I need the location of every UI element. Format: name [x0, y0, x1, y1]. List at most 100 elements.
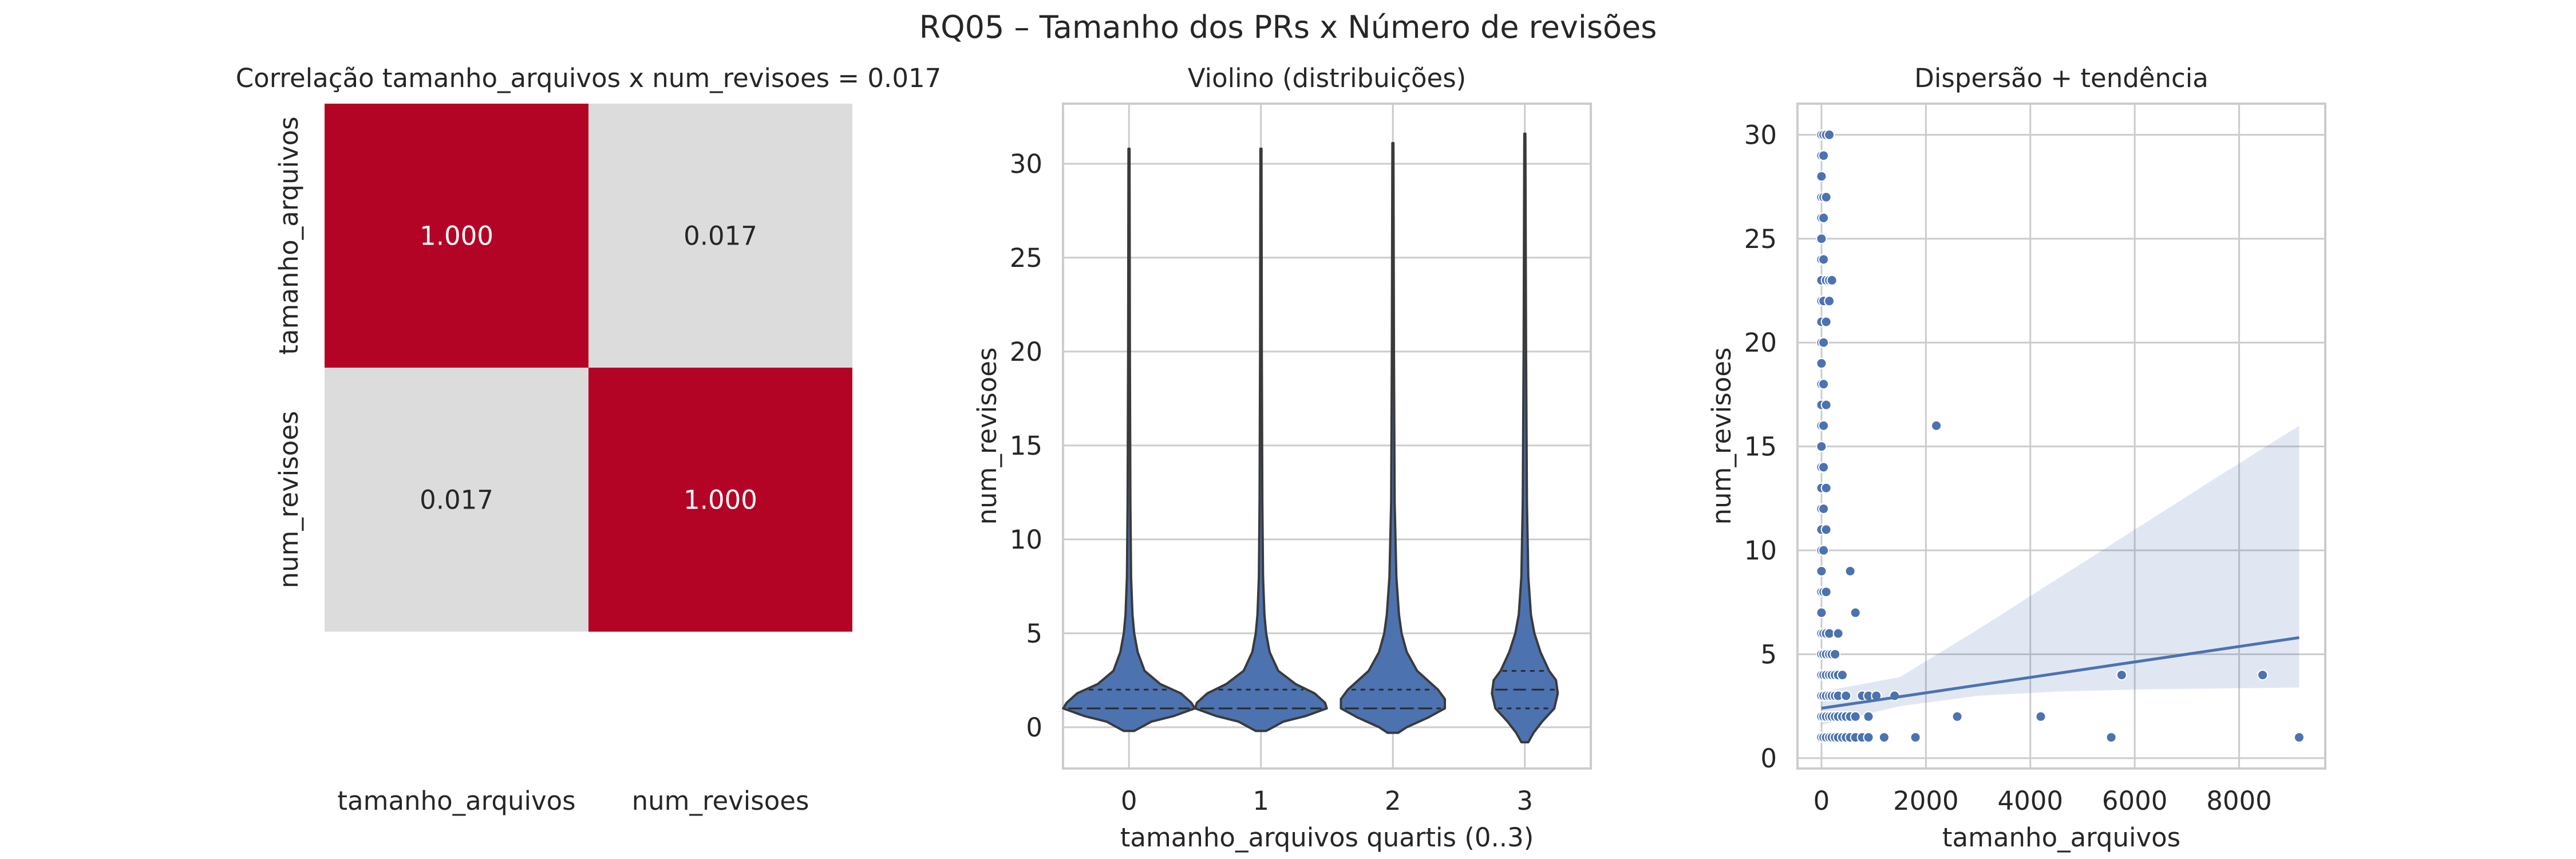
violin-y-tick-label: 20: [1010, 337, 1042, 367]
scatter-point: [2035, 711, 2046, 722]
scatter-point: [1818, 462, 1830, 473]
scatter-point: [1863, 732, 1874, 743]
scatter-point: [2257, 669, 2269, 681]
violin-y-axis-label: num_revisoes: [972, 348, 1002, 525]
scatter-x-tick-label: 0: [1814, 786, 1830, 816]
scatter-point: [1820, 482, 1832, 494]
scatter-y-tick-label: 30: [1744, 120, 1777, 150]
scatter-point: [1824, 295, 1835, 307]
scatter-point: [1816, 233, 1827, 245]
scatter-point: [2116, 669, 2127, 681]
heatmap-cell-label: 0.017: [683, 221, 757, 251]
scatter-point: [1816, 565, 1827, 577]
violin-y-tick-label: 25: [1010, 243, 1042, 273]
scatter-point: [1816, 441, 1827, 452]
heatmap-title: Correlação tamanho_arquivos x num_reviso…: [236, 63, 941, 93]
violin-y-tick-label: 30: [1010, 149, 1042, 179]
violin-x-tick-label: 3: [1516, 786, 1533, 816]
heatmap-cell: [325, 104, 588, 368]
scatter-point: [1818, 337, 1830, 348]
scatter-frame: [1796, 103, 2326, 770]
heatmap-y-tick-label: num_revisoes: [274, 411, 304, 589]
violin-y-tick-label: 15: [1010, 431, 1042, 461]
violin-x-axis-label: tamanho_arquivos quartis (0..3): [1120, 822, 1534, 853]
heatmap-panel: Correlação tamanho_arquivos x num_reviso…: [236, 63, 941, 816]
scatter-point: [2105, 732, 2117, 743]
violin-body: [1491, 132, 1559, 744]
scatter-y-tick-label: 10: [1744, 535, 1777, 566]
violin-body: [1194, 147, 1328, 732]
scatter-point: [1818, 150, 1830, 161]
scatter-point: [1818, 503, 1830, 514]
scatter-point: [1818, 420, 1830, 431]
scatter-point: [1820, 316, 1832, 328]
violin-plot-area: [1063, 104, 1591, 769]
heatmap-x-tick-label: tamanho_arquivos: [337, 786, 575, 816]
scatter-point: [1816, 358, 1827, 369]
scatter-point: [1826, 274, 1838, 286]
heatmap-cell-label: 0.017: [420, 485, 493, 515]
scatter-point: [1820, 191, 1832, 203]
scatter-point: [1818, 212, 1830, 224]
scatter-title: Dispersão + tendência: [1914, 63, 2208, 93]
scatter-point: [1816, 607, 1827, 618]
scatter-point: [1816, 171, 1827, 182]
heatmap-y-tick-label: tamanho_arquivos: [274, 116, 304, 354]
scatter-point: [1863, 711, 1874, 722]
scatter-point: [1820, 399, 1832, 411]
scatter-point: [1818, 545, 1830, 556]
violin-y-tick-label: 10: [1010, 525, 1042, 555]
violin-body: [1062, 147, 1196, 732]
scatter-point: [1850, 607, 1861, 618]
scatter-y-tick-label: 15: [1744, 432, 1777, 462]
scatter-x-axis-label: tamanho_arquivos: [1942, 822, 2180, 853]
violin-x-tick-label: 0: [1121, 786, 1137, 816]
scatter-point: [1818, 254, 1830, 265]
scatter-point: [1824, 628, 1835, 639]
scatter-point: [1844, 565, 1856, 577]
scatter-y-tick-label: 25: [1744, 224, 1777, 254]
scatter-y-axis-label: num_revisoes: [1706, 348, 1737, 525]
heatmap-cell: [325, 368, 588, 632]
scatter-point: [1931, 420, 1942, 431]
scatter-point: [1830, 648, 1841, 660]
scatter-y-tick-label: 0: [1760, 743, 1777, 774]
scatter-point: [1850, 711, 1861, 722]
scatter-point: [1820, 524, 1832, 535]
scatter-point: [1910, 732, 1921, 743]
scatter-point: [1818, 379, 1830, 390]
scatter-y-tick-label: 20: [1744, 328, 1777, 358]
scatter-point: [2293, 732, 2305, 743]
scatter-point: [1832, 628, 1844, 639]
scatter-point: [1820, 586, 1832, 598]
scatter-plot-area: [1797, 104, 2325, 769]
figure-title: RQ05 – Tamanho dos PRs x Número de revis…: [919, 9, 1657, 45]
scatter-x-tick-label: 6000: [2102, 786, 2168, 816]
scatter-trend-line: [1821, 636, 2300, 710]
heatmap-cell-label: 1.000: [420, 221, 493, 251]
violin-body: [1340, 141, 1447, 734]
scatter-y-tick-label: 5: [1760, 639, 1777, 669]
heatmap-cell-label: 1.000: [683, 485, 757, 515]
scatter-point: [1824, 129, 1835, 140]
violin-title: Violino (distribuições): [1188, 63, 1466, 93]
scatter-x-tick-label: 2000: [1893, 786, 1959, 816]
scatter-point: [1951, 711, 1963, 722]
violin-panel: 0 5 10 15 20 25 30 0 1 2 3 Violino (distribuições) t…: [972, 63, 1592, 853]
scatter-x-tick-label: 4000: [1997, 786, 2063, 816]
violin-x-tick-label: 2: [1385, 786, 1401, 816]
violin-y-tick-label: 0: [1026, 712, 1042, 743]
scatter-x-tick-label: 8000: [2206, 786, 2272, 816]
scatter-point: [1836, 669, 1848, 681]
heatmap-cell: [588, 104, 852, 368]
violin-frame: [1062, 103, 1592, 770]
scatter-confidence-band: [1821, 425, 2300, 725]
heatmap-x-tick-label: num_revisoes: [632, 786, 809, 816]
scatter-panel: 0 5 10 15 20 25 30 0 2000 4000 6000 8000 Dispersão +…: [1706, 63, 2326, 853]
scatter-point: [1878, 732, 1890, 743]
heatmap-cell: [588, 368, 852, 632]
violin-y-tick-label: 5: [1026, 618, 1042, 649]
scatter-point: [1840, 690, 1852, 702]
violin-x-tick-label: 1: [1253, 786, 1269, 816]
